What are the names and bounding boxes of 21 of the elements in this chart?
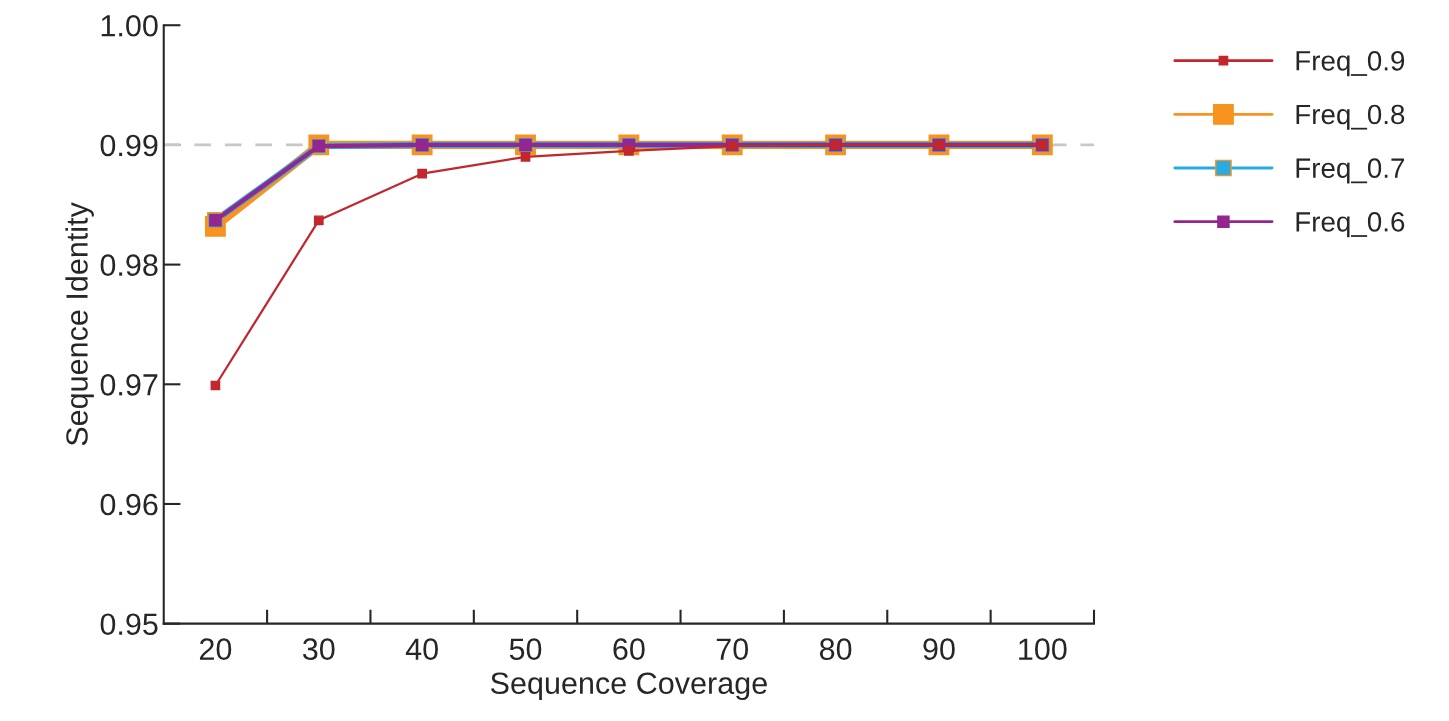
legend-label: Freq_0.8 [1296,104,1405,130]
y-tick-label: 0.98 [100,254,158,276]
legend-label: Freq_0.7 [1296,158,1405,184]
x-tick-label: 80 [819,638,852,660]
x-tick-label: 30 [302,638,335,660]
y-axis-title: Sequence Identity [65,202,94,446]
x-tick-label: 50 [509,638,542,660]
x-axis-title: Sequence Coverage [490,672,767,701]
x-tick-label: 100 [1019,638,1067,660]
y-tick-label: 1.00 [101,14,158,37]
y-tick-label: 0.96 [100,493,158,516]
y-tick-label: 0.97 [100,374,158,396]
x-tick-label: 90 [923,638,955,660]
x-tick-label: 20 [199,638,232,660]
legend-label: Freq_0.6 [1296,211,1405,238]
legend-label: Freq_0.9 [1296,50,1405,77]
y-tick-label: 0.99 [100,134,158,157]
x-tick-label: 60 [613,638,645,660]
x-tick-label: 70 [716,638,749,660]
y-tick-label: 0.95 [100,613,158,636]
x-tick-label: 40 [405,638,438,660]
